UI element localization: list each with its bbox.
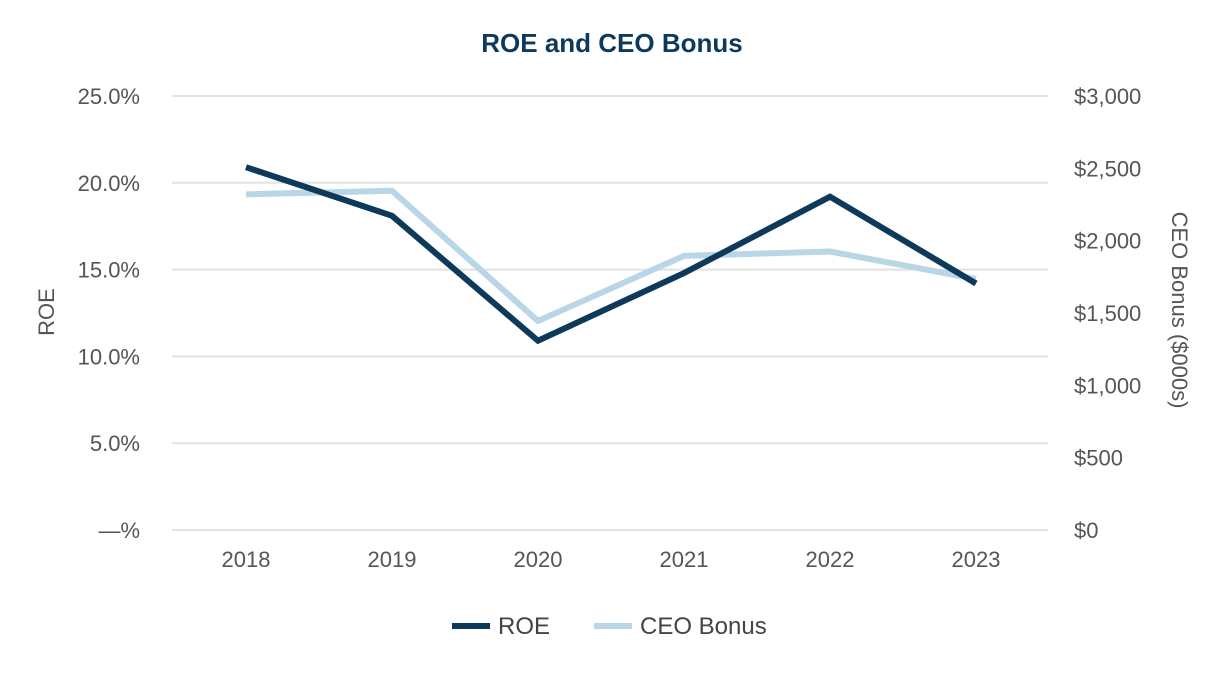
left-tick-label: 10.0% xyxy=(78,344,140,369)
right-tick-label: $1,000 xyxy=(1074,373,1141,398)
right-tick-label: $0 xyxy=(1074,518,1098,543)
left-tick-label: 15.0% xyxy=(78,258,140,283)
left-tick-label: 25.0% xyxy=(78,84,140,109)
left-tick-label: 5.0% xyxy=(90,431,140,456)
right-tick-label: $3,000 xyxy=(1074,84,1141,109)
right-tick-label: $500 xyxy=(1074,446,1123,471)
chart-title: ROE and CEO Bonus xyxy=(481,28,742,58)
left-axis-ticks: —% 5.0% 10.0% 15.0% 20.0% 25.0% xyxy=(78,84,140,543)
x-tick-label: 2019 xyxy=(368,547,417,572)
x-tick-label: 2018 xyxy=(222,547,271,572)
right-tick-label: $1,500 xyxy=(1074,301,1141,326)
left-axis-label: ROE xyxy=(34,288,59,336)
series-lines xyxy=(245,164,978,345)
x-tick-label: 2020 xyxy=(514,547,563,572)
right-axis-ticks: $0 $500 $1,000 $1,500 $2,000 $2,500 $3,000 xyxy=(1074,84,1141,543)
gridlines xyxy=(172,95,1048,531)
legend: ROE CEO Bonus xyxy=(452,613,767,640)
legend-label-roe: ROE xyxy=(498,613,550,640)
right-axis-label: CEO Bonus ($000s) xyxy=(1167,212,1192,409)
x-tick-label: 2021 xyxy=(660,547,709,572)
series-line-ceo-bonus xyxy=(245,187,977,325)
legend-label-ceo-bonus: CEO Bonus xyxy=(640,613,767,640)
left-tick-label: 20.0% xyxy=(78,171,140,196)
right-tick-label: $2,000 xyxy=(1074,229,1141,254)
right-tick-label: $2,500 xyxy=(1074,156,1141,181)
left-tick-label: —% xyxy=(98,518,140,543)
series-line-roe xyxy=(245,164,978,345)
x-tick-label: 2022 xyxy=(806,547,855,572)
x-axis-ticks: 2018 2019 2020 2021 2022 2023 xyxy=(222,547,1001,572)
x-tick-label: 2023 xyxy=(952,547,1001,572)
